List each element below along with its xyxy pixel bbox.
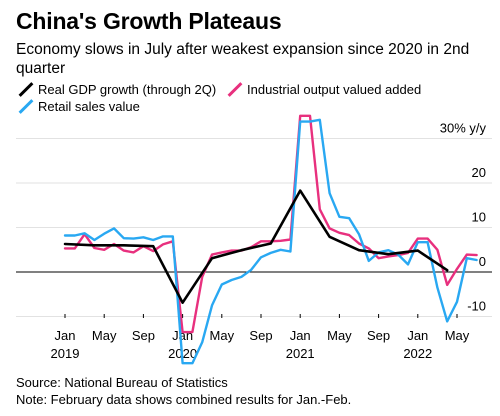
footnote: Note: February data shows combined resul… (16, 392, 352, 407)
legend-item-gdp: Real GDP growth (through 2Q) (16, 81, 216, 97)
y-tick-label: 10 (472, 210, 486, 225)
x-tick-label: May (445, 328, 470, 343)
legend-item-retail: Retail sales value (16, 98, 140, 114)
x-year-label: 2022 (403, 346, 432, 361)
x-tick-label: May (327, 328, 352, 343)
x-tick-label: Jan (407, 328, 428, 343)
legend-label-gdp: Real GDP growth (through 2Q) (38, 81, 217, 97)
y-tick-label: -10 (467, 299, 486, 314)
legend-label-retail: Retail sales value (38, 98, 140, 114)
x-year-label: 2021 (286, 346, 315, 361)
series-line-industrial (63, 114, 478, 334)
chart-subtitle: Economy slows in July after weakest expa… (16, 41, 470, 77)
x-tick-label: Sep (132, 328, 155, 343)
x-year-label: 2019 (51, 346, 80, 361)
y-tick-label: 30% y/y (440, 121, 487, 136)
x-tick-label: Jan (55, 328, 76, 343)
x-tick-label: Jan (290, 328, 311, 343)
source-note: Source: National Bureau of Statistics (16, 375, 228, 390)
chart-title: China's Growth Plateaus (16, 8, 282, 34)
y-tick-label: 0 (479, 254, 486, 269)
x-tick-label: May (210, 328, 235, 343)
x-tick-label: Sep (249, 328, 272, 343)
series-line-gdp (63, 189, 449, 305)
x-tick-label: Sep (367, 328, 390, 343)
x-tick-label: May (92, 328, 117, 343)
y-tick-label: 20 (472, 165, 486, 180)
legend-label-industrial: Industrial output valued added (247, 81, 422, 97)
legend-item-industrial: Industrial output valued added (225, 81, 421, 97)
series-line-retail (63, 118, 478, 365)
